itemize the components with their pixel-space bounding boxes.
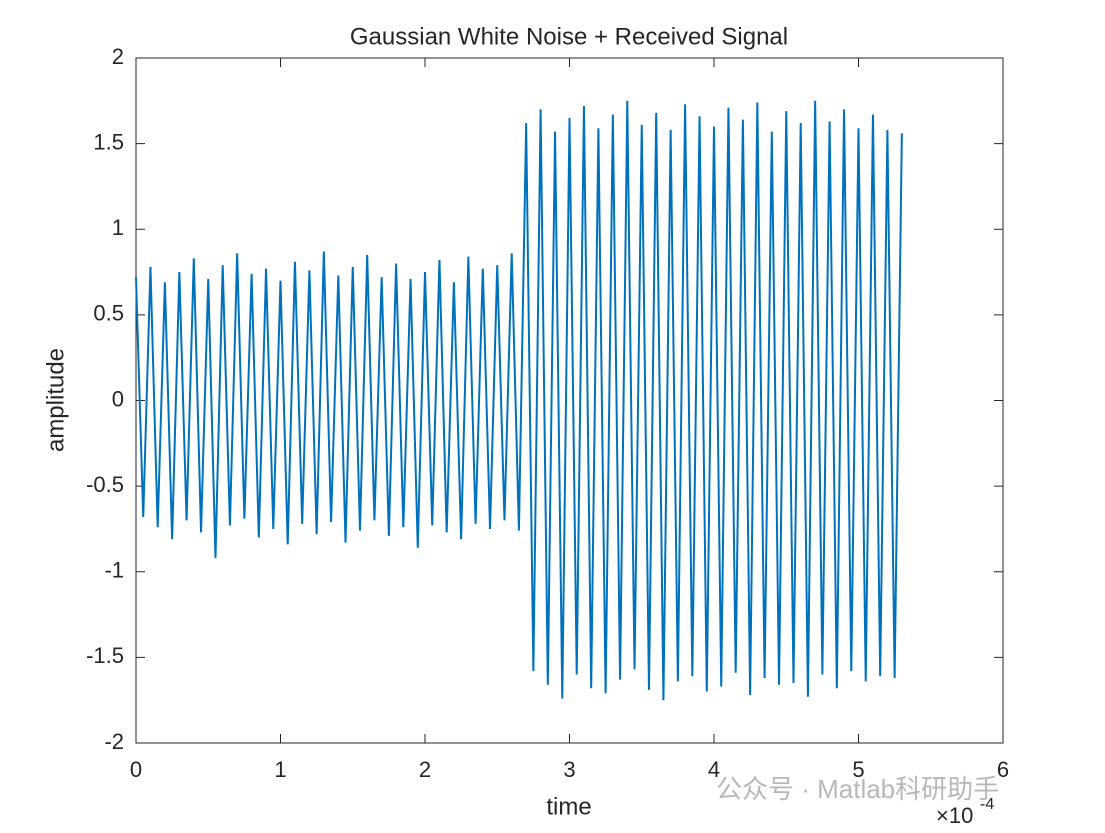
x-multiplier: ×10 <box>936 803 973 828</box>
y-tick-label: 2 <box>112 44 124 69</box>
x-axis-label: time <box>546 793 591 820</box>
y-tick-label: 0.5 <box>93 301 124 326</box>
x-tick-label: 5 <box>852 757 864 782</box>
signal-line <box>135 100 903 701</box>
x-tick-label: 3 <box>563 757 575 782</box>
x-tick-label: 1 <box>274 757 286 782</box>
x-multiplier-exponent: -4 <box>980 796 994 813</box>
y-tick-label: -2 <box>104 729 124 754</box>
x-tick-label: 6 <box>997 757 1009 782</box>
y-tick-label: -1.5 <box>86 643 124 668</box>
x-tick-label: 0 <box>130 757 142 782</box>
y-tick-label: 0 <box>112 386 124 411</box>
y-tick-label: 1.5 <box>93 129 124 154</box>
y-axis-label: amplitude <box>42 348 69 452</box>
x-tick-label: 4 <box>708 757 720 782</box>
x-tick-label: 2 <box>419 757 431 782</box>
y-tick-label: -0.5 <box>86 472 124 497</box>
y-tick-label: -1 <box>104 558 124 583</box>
watermark: 公众号 · Matlab科研助手 <box>716 774 999 804</box>
chart-title: Gaussian White Noise + Received Signal <box>350 23 788 50</box>
y-tick-label: 1 <box>112 215 124 240</box>
